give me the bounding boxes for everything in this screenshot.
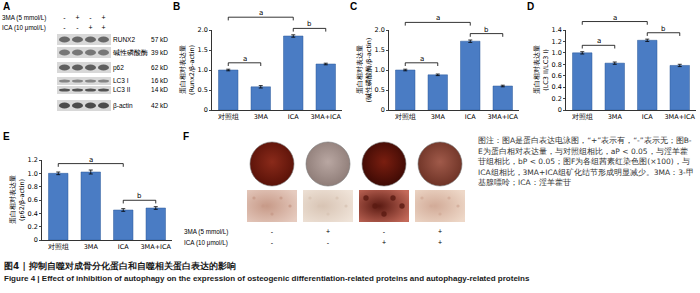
html-text:A: A [3, 1, 11, 12]
svg-text:0.8: 0.8 [28, 183, 38, 191]
svg-text:蛋白相对表达量(LC3 II/LC3 I): 蛋白相对表达量(LC3 II/LC3 I) [533, 46, 549, 95]
svg-text:+: + [101, 24, 105, 31]
svg-text:b: b [137, 192, 142, 200]
svg-text:-: - [63, 14, 66, 21]
svg-text:+: + [438, 239, 442, 246]
svg-text:3MA: 3MA [431, 113, 446, 121]
svg-text:0: 0 [34, 236, 38, 244]
svg-text:1.0: 1.0 [552, 49, 562, 57]
svg-text:2.0: 2.0 [198, 26, 208, 34]
svg-text:-: - [383, 228, 386, 235]
svg-text:0.2: 0.2 [28, 223, 38, 231]
svg-text:1.0: 1.0 [198, 66, 208, 74]
svg-text:62 kD: 62 kD [151, 64, 168, 71]
svg-text:16 kD: 16 kD [151, 77, 168, 84]
svg-text:42 kD: 42 kD [151, 102, 168, 109]
svg-text:ICA: ICA [288, 113, 299, 121]
svg-text:0.4: 0.4 [28, 210, 38, 218]
svg-text:a: a [89, 156, 93, 164]
svg-text:-: - [271, 239, 274, 246]
svg-text:-: - [63, 24, 66, 31]
svg-text:-: - [76, 24, 79, 31]
svg-text:b: b [661, 25, 666, 33]
html-text:图4 | 抑制自噬对成骨分化蛋白和自噬相关蛋白表达的影响: 图4 | 抑制自噬对成骨分化蛋白和自噬相关蛋白表达的影响 [4, 261, 236, 271]
svg-text:0.6: 0.6 [28, 196, 38, 204]
svg-text:碱性磷酸酶: 碱性磷酸酶 [113, 49, 148, 56]
svg-text:1.2: 1.2 [552, 38, 562, 46]
svg-text:LC3 II: LC3 II [113, 86, 131, 93]
html-text:F: F [183, 131, 190, 142]
svg-text:a: a [243, 55, 247, 63]
svg-text:-: - [89, 14, 92, 21]
svg-text:0.4: 0.4 [552, 83, 562, 91]
svg-text:0.8: 0.8 [552, 61, 562, 69]
svg-text:ICA: ICA [118, 243, 129, 251]
svg-text:RUNX2: RUNX2 [113, 36, 135, 43]
svg-text:3MA+ICA: 3MA+ICA [487, 113, 518, 121]
svg-text:0.2: 0.2 [552, 95, 562, 103]
svg-text:3MA: 3MA [84, 243, 99, 251]
svg-text:0.5: 0.5 [198, 86, 208, 94]
svg-text:蛋白相对表达量(p62/β-actin): 蛋白相对表达量(p62/β-actin) [9, 176, 25, 225]
svg-text:-: - [327, 239, 330, 246]
svg-text:1.0: 1.0 [28, 170, 38, 178]
html-text:D: D [527, 1, 535, 12]
svg-text:a: a [420, 55, 424, 63]
svg-text:14 kD: 14 kD [151, 86, 168, 93]
svg-text:LC3 I: LC3 I [113, 77, 129, 84]
svg-text:a: a [597, 37, 601, 45]
svg-text:a: a [436, 14, 440, 22]
svg-text:2.0: 2.0 [375, 26, 385, 34]
svg-text:3MA: 3MA [254, 113, 269, 121]
html-text:图注：图A是蛋白表达电泳图，“+”表示有，“-”表示无；图B: 图注：图A是蛋白表达电泳图，“+”表示有，“-”表示无；图B-E为蛋白相对表达量… [478, 136, 694, 187]
svg-text:+: + [88, 24, 92, 31]
svg-text:ICA: ICA [465, 113, 476, 121]
html-text:C: C [350, 1, 358, 12]
svg-text:0.6: 0.6 [552, 72, 562, 80]
svg-text:39 kD: 39 kD [151, 49, 168, 56]
svg-text:3MA (5 mmol/L): 3MA (5 mmol/L) [2, 14, 46, 22]
svg-text:57 kD: 57 kD [151, 36, 168, 43]
svg-text:对照组: 对照组 [572, 113, 593, 121]
svg-text:3MA (5 mmol/L): 3MA (5 mmol/L) [184, 228, 228, 236]
svg-text:0.5: 0.5 [375, 86, 385, 94]
svg-text:0: 0 [204, 106, 208, 114]
svg-text:1.0: 1.0 [375, 66, 385, 74]
svg-text:1.2: 1.2 [28, 156, 38, 164]
svg-text:对照组: 对照组 [395, 113, 416, 121]
svg-text:3MA+ICA: 3MA+ICA [664, 113, 695, 121]
svg-text:β-actin: β-actin [113, 102, 133, 110]
svg-text:a: a [613, 14, 617, 22]
svg-text:1.5: 1.5 [198, 46, 208, 54]
svg-text:a: a [259, 9, 263, 17]
html-text:Figure 4 | Effect of inhibitio: Figure 4 | Effect of inhibition of autop… [4, 274, 530, 283]
svg-text:0: 0 [558, 106, 562, 114]
svg-text:对照组: 对照组 [218, 113, 239, 121]
svg-text:b: b [307, 20, 312, 28]
html-text:E: E [3, 131, 10, 142]
svg-text:0: 0 [381, 106, 385, 114]
svg-text:-: - [271, 228, 274, 235]
svg-text:+: + [382, 239, 386, 246]
svg-text:3MA: 3MA [608, 113, 623, 121]
svg-text:1.5: 1.5 [375, 46, 385, 54]
svg-text:+: + [326, 228, 330, 235]
svg-text:蛋白相对表达量(Runx2/β-actin): 蛋白相对表达量(Runx2/β-actin) [179, 45, 195, 95]
svg-text:3MA+ICA: 3MA+ICA [310, 113, 341, 121]
html-text:B: B [173, 1, 181, 12]
svg-text:+: + [75, 14, 79, 21]
svg-text:ICA (10 μmol/L): ICA (10 μmol/L) [184, 239, 228, 247]
svg-text:对照组: 对照组 [48, 243, 69, 251]
svg-text:b: b [484, 26, 489, 34]
svg-text:p62: p62 [113, 64, 124, 72]
svg-text:ICA: ICA [642, 113, 653, 121]
svg-text:3MA+ICA: 3MA+ICA [140, 243, 171, 251]
svg-text:+: + [438, 228, 442, 235]
svg-text:ICA (10 μmol/L): ICA (10 μmol/L) [2, 24, 46, 32]
svg-text:+: + [101, 14, 105, 21]
svg-text:蛋白相对表达量(碱性磷酸酶/β-actin): 蛋白相对表达量(碱性磷酸酶/β-actin) [356, 38, 372, 103]
svg-text:1.4: 1.4 [552, 26, 562, 34]
